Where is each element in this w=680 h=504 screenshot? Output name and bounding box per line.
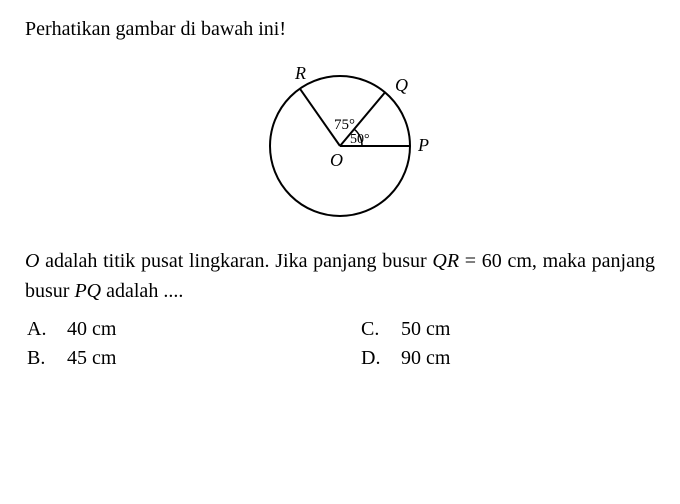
desc-t6: adalah .... [101,280,183,302]
label-R: R [294,63,306,83]
option-B[interactable]: B. 45 cm [27,347,321,370]
option-value-A: 40 cm [67,318,116,341]
option-C[interactable]: C. 50 cm [361,318,655,341]
question-description: O adalah titik pusat lingkaran. Jika pan… [25,246,655,306]
option-letter-B: B. [27,347,52,370]
circle-diagram: O P Q R 75° 50° [240,51,440,231]
option-value-D: 90 cm [401,347,450,370]
label-Q: Q [395,75,408,95]
angle-label-75: 75° [334,117,355,133]
option-D[interactable]: D. 90 cm [361,347,655,370]
option-letter-D: D. [361,347,386,370]
angle-label-50: 50° [350,132,370,147]
question-prompt: Perhatikan gambar di bawah ini! [25,15,655,43]
option-value-C: 50 cm [401,318,450,341]
option-value-B: 45 cm [67,347,116,370]
label-O: O [330,150,343,170]
desc-PQ: PQ [74,280,101,302]
label-P: P [417,135,429,155]
options-grid: A. 40 cm C. 50 cm B. 45 cm D. 90 cm [27,318,655,370]
option-letter-C: C. [361,318,386,341]
desc-QR: QR [432,250,459,272]
option-letter-A: A. [27,318,52,341]
desc-O: O [25,250,39,272]
circle-svg: O P Q R 75° 50° [240,51,440,231]
option-A[interactable]: A. 40 cm [27,318,321,341]
diagram-container: O P Q R 75° 50° [25,51,655,231]
desc-t2: adalah titik pusat lingkaran. Jika panja… [39,250,432,272]
